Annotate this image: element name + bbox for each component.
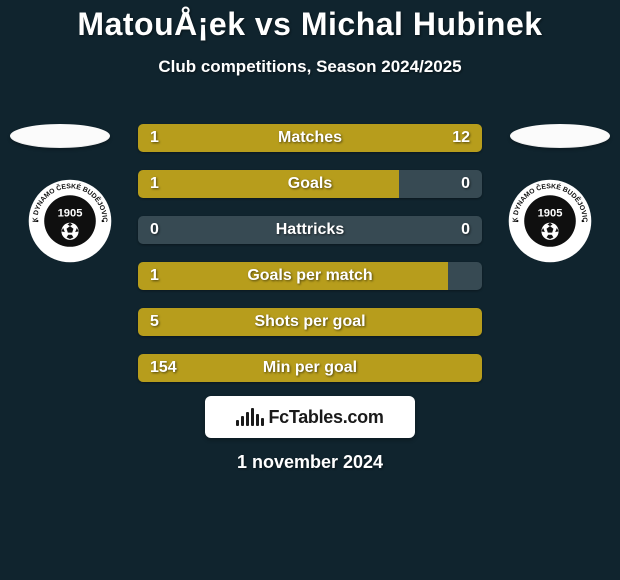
comparison-card: MatouÅ¡ek vs Michal Hubinek Club competi… <box>0 0 620 580</box>
page-title: MatouÅ¡ek vs Michal Hubinek <box>0 6 620 43</box>
stat-row: Matches112 <box>138 124 482 152</box>
svg-text:1905: 1905 <box>58 208 83 220</box>
club-badge-right: SK DYNAMO ČESKÉ BUDĚJOVICE 1905 <box>500 178 600 264</box>
brand-text: FcTables.com <box>268 407 383 428</box>
stat-row: Min per goal154 <box>138 354 482 382</box>
brand-logo-icon <box>236 408 264 426</box>
club-badge-left: SK DYNAMO ČESKÉ BUDĚJOVICE 1905 <box>20 178 120 264</box>
stat-row: Goals10 <box>138 170 482 198</box>
snapshot-date: 1 november 2024 <box>0 452 620 473</box>
stat-row: Shots per goal5 <box>138 308 482 336</box>
stat-row: Hattricks00 <box>138 216 482 244</box>
stat-row: Goals per match1 <box>138 262 482 290</box>
player-photo-left-placeholder <box>10 124 110 148</box>
player-photo-right-placeholder <box>510 124 610 148</box>
brand-plate: FcTables.com <box>205 396 415 438</box>
svg-text:1905: 1905 <box>538 208 563 220</box>
page-subtitle: Club competitions, Season 2024/2025 <box>0 57 620 77</box>
stats-rows: Matches112 Goals10 Hattricks00 Goals per ma… <box>138 124 482 400</box>
